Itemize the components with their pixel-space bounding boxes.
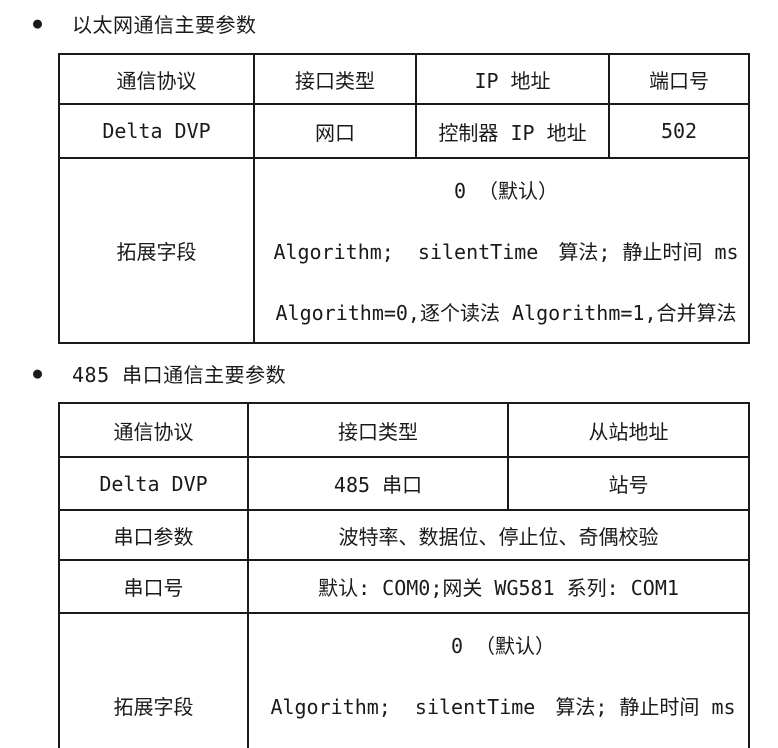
table-header-row: 通信协议 接口类型 从站地址 bbox=[58, 402, 750, 458]
cell-slave-address-value: 站号 bbox=[507, 456, 750, 511]
heading-ethernet: ● 以太网通信主要参数 bbox=[33, 10, 778, 37]
col-header-port: 端口号 bbox=[608, 53, 750, 105]
heading-serial-485: ● 485 串口通信主要参数 bbox=[33, 360, 778, 387]
cell-com-port-value: 默认: COM0;网关 WG581 系列: COM1 bbox=[247, 559, 750, 614]
cell-interface-value: 网口 bbox=[253, 103, 417, 159]
col-header-interface: 接口类型 bbox=[253, 53, 417, 105]
section-heading-text: 485 串口通信主要参数 bbox=[72, 362, 287, 387]
bullet-icon: ● bbox=[33, 14, 43, 32]
cell-ext-label: 拓展字段 bbox=[58, 157, 255, 344]
cell-com-port-label: 串口号 bbox=[58, 559, 249, 614]
cell-interface-value: 485 串口 bbox=[247, 456, 509, 511]
ethernet-params-table: 通信协议 接口类型 IP 地址 端口号 Delta DVP 网口 控制器 IP … bbox=[58, 53, 750, 344]
cell-ext-value: 0 （默认） Algorithm; silentTime 算法; 静止时间 ms… bbox=[253, 157, 750, 344]
table-header-row: 通信协议 接口类型 IP 地址 端口号 bbox=[58, 53, 750, 105]
ext-lines: 0 （默认） Algorithm; silentTime 算法; 静止时间 ms… bbox=[250, 615, 747, 748]
ext-lines: 0 （默认） Algorithm; silentTime 算法; 静止时间 ms… bbox=[256, 160, 747, 341]
serial-params-table: 通信协议 接口类型 从站地址 Delta DVP 485 串口 站号 串口参数 … bbox=[58, 402, 750, 748]
ext-line-algorithm: Algorithm; silentTime 算法; 静止时间 ms bbox=[273, 240, 739, 264]
cell-serial-params-value: 波特率、数据位、停止位、奇偶校验 bbox=[247, 509, 750, 561]
ext-line-default: 0 （默认） bbox=[450, 634, 556, 658]
table-row-com-port: 串口号 默认: COM0;网关 WG581 系列: COM1 bbox=[58, 559, 750, 614]
cell-protocol-value: Delta DVP bbox=[58, 103, 255, 159]
col-header-interface: 接口类型 bbox=[247, 402, 509, 458]
table-row-device: Delta DVP 网口 控制器 IP 地址 502 bbox=[58, 103, 750, 159]
col-header-slave-address: 从站地址 bbox=[507, 402, 750, 458]
ext-line-default: 0 （默认） bbox=[453, 179, 559, 203]
col-header-protocol: 通信协议 bbox=[58, 402, 249, 458]
section-ethernet: ● 以太网通信主要参数 通信协议 接口类型 IP 地址 端口号 Delta DV… bbox=[0, 10, 778, 344]
bullet-icon: ● bbox=[33, 364, 43, 382]
table-row-serial-params: 串口参数 波特率、数据位、停止位、奇偶校验 bbox=[58, 509, 750, 561]
section-heading-text: 以太网通信主要参数 bbox=[72, 12, 257, 37]
cell-protocol-value: Delta DVP bbox=[58, 456, 249, 511]
cell-serial-params-label: 串口参数 bbox=[58, 509, 249, 561]
cell-port-value: 502 bbox=[608, 103, 750, 159]
table-row-extended-field: 拓展字段 0 （默认） Algorithm; silentTime 算法; 静止… bbox=[58, 157, 750, 344]
cell-ext-value: 0 （默认） Algorithm; silentTime 算法; 静止时间 ms… bbox=[247, 612, 750, 748]
col-header-protocol: 通信协议 bbox=[58, 53, 255, 105]
ext-line-algorithm: Algorithm; silentTime 算法; 静止时间 ms bbox=[270, 695, 736, 719]
cell-ip-value: 控制器 IP 地址 bbox=[415, 103, 610, 159]
cell-ext-label: 拓展字段 bbox=[58, 612, 249, 748]
section-serial-485: ● 485 串口通信主要参数 通信协议 接口类型 从站地址 Delta DVP … bbox=[0, 360, 778, 748]
col-header-ip: IP 地址 bbox=[415, 53, 610, 105]
ext-line-algorithm-values: Algorithm=0,逐个读法 Algorithm=1,合并算法 bbox=[275, 301, 737, 325]
table-row-device: Delta DVP 485 串口 站号 bbox=[58, 456, 750, 511]
table-row-extended-field: 拓展字段 0 （默认） Algorithm; silentTime 算法; 静止… bbox=[58, 612, 750, 748]
